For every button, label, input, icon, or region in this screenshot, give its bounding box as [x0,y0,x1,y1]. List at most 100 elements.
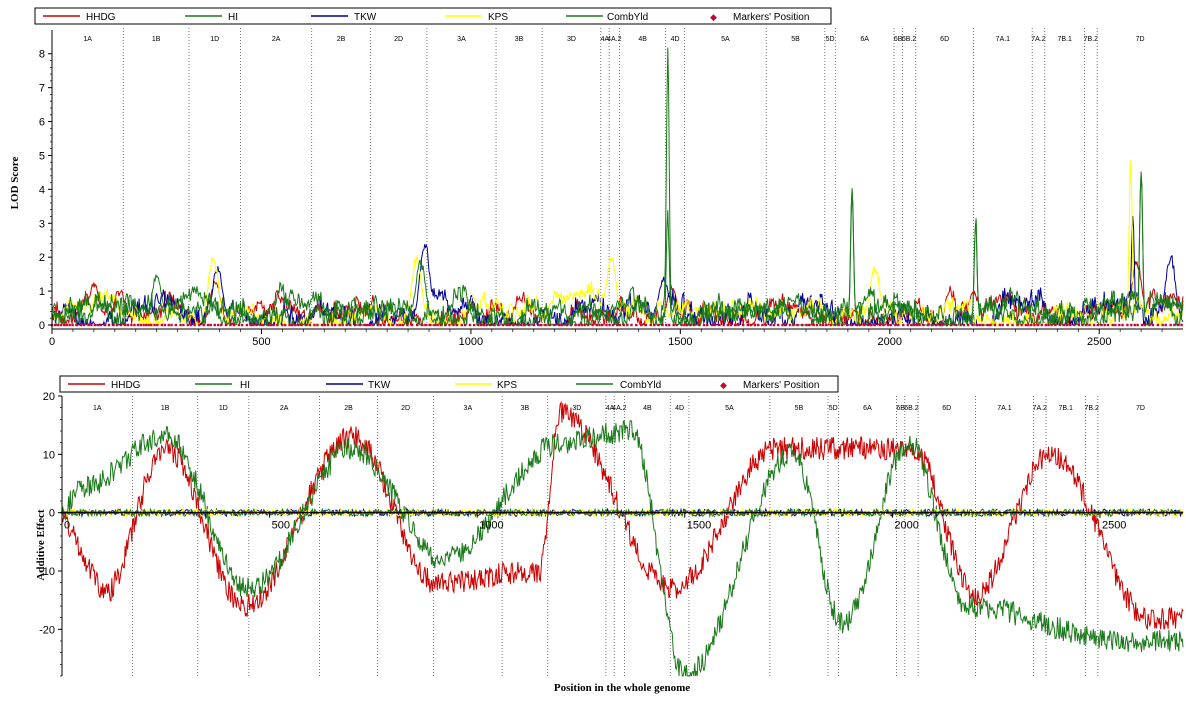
marker-position [858,323,862,327]
marker-position [150,323,153,327]
marker-position [396,323,399,327]
lod-axes: 0 1 2 3 4 5 6 7 8 0 500 1000 1500 2000 2500 [39,30,1183,348]
marker-position [520,323,523,327]
marker-position [262,323,265,327]
marker-position [224,323,228,327]
lod-y-tick-label: 5 [39,150,45,162]
marker-position [266,323,270,327]
legend2-label-hhdg: HHDG [111,380,141,391]
marker-position [993,323,997,327]
marker-position [805,323,808,327]
lod-chrom-label-5A: 5A [721,36,730,43]
marker-position [1176,323,1180,327]
marker-position [482,323,485,327]
marker-position [1173,323,1176,327]
add-chrom-label-3B: 3B [521,405,530,412]
marker-position [781,323,784,327]
legend-label-hi: HI [228,12,238,23]
marker-position [601,323,604,327]
marker-position [675,323,678,327]
marker-position [967,323,970,327]
marker-position [652,323,656,327]
marker-position [436,323,439,327]
marker-position [272,323,275,327]
marker-position [147,323,150,327]
marker-position [174,323,178,327]
marker-position [657,323,660,327]
marker-position [897,323,900,327]
marker-position [283,323,287,327]
marker-position [1044,323,1048,327]
marker-position [845,323,849,327]
add-chrom-label-1B: 1B [161,405,170,412]
marker-position [557,323,561,327]
add-chrom-label-5B: 5B [795,405,804,412]
add-chrom-label-4D: 4D [675,405,684,412]
add-chrom-label-7B-2: 7B.2 [1084,405,1099,412]
marker-position [387,323,391,327]
marker-position [912,323,916,327]
additive-y-tick-label: 10 [43,449,55,461]
marker-position [255,323,258,327]
marker-position [586,323,590,327]
marker-position [1027,323,1030,327]
add-chrom-label-4A-2: 4A.2 [612,405,627,412]
marker-position [153,323,156,327]
marker-position [160,323,164,327]
marker-position [889,323,892,327]
lod-chrom-label-6B: 6B [894,36,903,43]
marker-position [886,323,890,327]
lod-x-tick-label: 2500 [1087,336,1111,348]
marker-position [915,323,919,327]
marker-position [574,323,577,327]
legend2-marker-icon: ◆ [720,380,727,390]
lod-chrom-label-5D: 5D [826,36,835,43]
additive-series-tkw [61,507,1184,518]
marker-position [1054,323,1057,327]
marker-position [1156,323,1160,327]
add-chrom-label-4A: 4A [606,405,615,412]
marker-position [420,323,424,327]
marker-position [784,323,787,327]
marker-position [1040,323,1043,327]
marker-position [718,323,721,327]
marker-position [233,323,236,327]
add-chrom-label-6B: 6B [896,405,905,412]
add-chrom-label-2A: 2A [280,405,289,412]
marker-position [692,323,696,327]
marker-position [281,323,284,327]
marker-position [819,323,822,327]
marker-position [746,323,749,327]
lod-x-tick-label: 500 [252,336,270,348]
marker-position [415,323,419,327]
legend2-label-kps: KPS [497,380,517,391]
marker-position [156,323,159,327]
marker-position [213,323,216,327]
marker-position [220,323,223,327]
marker-position [833,323,837,327]
marker-position [1033,323,1036,327]
marker-position [1111,323,1114,327]
marker-position [54,323,57,327]
marker-position [1106,323,1109,327]
additive-x-tick-label: 0 [64,520,70,532]
marker-position [981,323,984,327]
marker-position [611,323,615,327]
marker-position [87,323,90,327]
marker-position [79,323,83,327]
marker-position [1020,323,1023,327]
marker-position [1140,323,1144,327]
marker-position [62,323,66,327]
marker-position [962,323,966,327]
marker-position [479,323,483,327]
marker-position [906,323,909,327]
marker-position [463,323,467,327]
lod-x-tick-label: 0 [49,336,55,348]
marker-position [448,323,451,327]
marker-position [1088,323,1091,327]
add-chrom-label-3A: 3A [464,405,473,412]
marker-position [667,323,671,327]
additive-panel: HHDG HI TKW KPS CombYld ◆ Markers' Posit… [35,375,1184,694]
lod-x-tick-label: 1000 [459,336,483,348]
